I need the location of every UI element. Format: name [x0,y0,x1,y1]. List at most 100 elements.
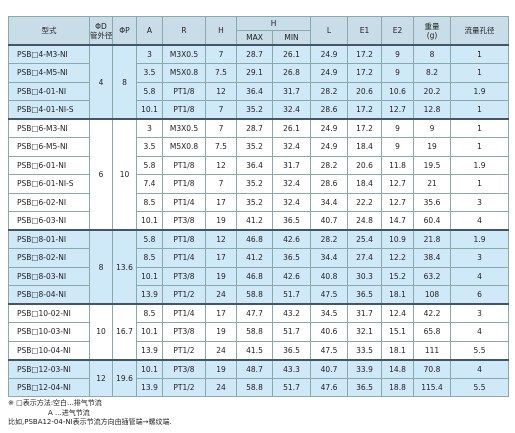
value-cell: 30.3 [347,266,383,286]
value-cell: 40.8 [310,266,349,286]
value-cell: 14.7 [381,211,415,231]
model-cell: PSB□6-M3-NI [8,118,90,138]
value-cell: 24.9 [310,44,349,64]
value-cell: 21 [413,174,452,194]
value-cell: 3 [136,118,163,138]
value-cell: 58.8 [236,285,273,305]
value-cell: 5.8 [136,81,163,101]
value-cell: 33.9 [347,358,383,379]
value-cell: 51.7 [271,322,312,342]
value-cell: 7.4 [136,174,163,194]
value-cell: 36.4 [236,155,273,175]
value-cell: 31.7 [271,155,312,175]
value-cell: 28.7 [236,118,273,138]
value-cell: 8.5 [136,192,163,212]
value-cell: 15.1 [381,322,415,342]
value-cell: 7 [205,174,237,194]
value-cell: 8.5 [136,303,163,323]
value-cell: 4 [450,322,510,342]
value-cell: 51.7 [271,285,312,305]
value-cell: 70.8 [413,358,452,379]
table-row: PSB□4-01-NI 5.8 PT1/8 12 36.4 31.7 28.2 20.6 10.… [8,81,510,101]
table-row: PSB□12-03-NI 12 19.6 10.1 PT3/8 19 48.7 43.3 40.… [8,358,510,397]
value-cell: 32.4 [271,174,312,194]
model-cell: PSB□12-04-NI [8,377,90,397]
value-cell: PT1/2 [162,377,206,397]
value-cell: 7.5 [205,63,237,83]
value-cell: 40.6 [310,322,349,342]
value-cell: 3 [136,44,163,64]
value-cell: 42.2 [413,303,452,323]
value-cell: 36.5 [271,211,312,231]
table-row: PSB□10-04-NI 13.9 PT1/2 24 41.5 36.5 47.5 33.5 1… [8,340,510,360]
value-cell: 17.2 [347,44,383,64]
value-cell: 58.8 [236,322,273,342]
value-cell: 19 [205,211,237,231]
notes: ※ □表示方法:空白...排气节流 A ...进气节流 比如,PSBA12-04-N… [8,399,172,428]
value-cell: 18.4 [347,174,383,194]
value-cell: 19 [205,322,237,342]
value-cell: PT3/8 [162,358,206,379]
value-cell: 19 [205,358,237,379]
value-cell: 46.8 [236,229,273,249]
value-cell: 35.2 [236,100,273,120]
value-cell: 6 [450,285,510,305]
value-cell: 10.6 [381,81,415,101]
value-cell: 40.7 [310,358,349,379]
value-cell: 32.4 [271,137,312,157]
value-cell: PT1/2 [162,285,206,305]
value-cell: 12.7 [381,192,415,212]
value-cell: 26.1 [271,118,312,138]
value-cell: 9 [381,118,415,138]
value-cell: 8.5 [136,248,163,268]
value-cell: 12.7 [381,174,415,194]
value-cell: 58.8 [236,377,273,397]
value-cell: 24.8 [347,211,383,231]
value-cell: 51.7 [271,377,312,397]
value-cell: 10.1 [136,211,163,231]
value-cell: 7 [205,100,237,120]
od-cell: 10 [89,303,113,360]
value-cell: 43.2 [271,303,312,323]
value-cell: 41.5 [236,340,273,360]
value-cell: PT1/4 [162,248,206,268]
table-row: PSB□8-01-NI 8 13.6 5.8 PT1/8 12 46.8 42.6 28.2 25… [8,229,510,305]
value-cell: 10.1 [136,266,163,286]
header-cell: 流量孔径 [450,16,510,46]
value-cell: 4 [450,211,510,231]
header-cell: E1 [347,16,383,46]
header-cell: 重量 (g) [413,16,452,46]
op-cell: 8 [112,44,137,120]
value-cell: 5.5 [450,340,510,360]
value-cell: M5X0.8 [162,137,206,157]
table-row: PSB□6-03-NI 10.1 PT3/8 19 41.2 36.5 40.7 24.8 14… [8,211,510,231]
value-cell: 47.7 [236,303,273,323]
value-cell: 28.2 [310,229,349,249]
value-cell: 8 [413,44,452,64]
value-cell: 1 [450,63,510,83]
value-cell: 12.2 [381,248,415,268]
table-row: PSB□8-03-NI 10.1 PT3/8 19 46.8 42.6 40.8 30.3 15… [8,266,510,286]
value-cell: 5.8 [136,229,163,249]
value-cell: 19 [413,137,452,157]
header-cell: 型式 [8,16,90,46]
value-cell: PT3/8 [162,211,206,231]
value-cell: 5.8 [136,155,163,175]
table-row: PSB□10-03-NI 10.1 PT3/8 19 58.8 51.7 40.6 32.1 1… [8,322,510,342]
value-cell: 47.6 [310,377,349,397]
header-cell: ΦP [112,16,137,46]
value-cell: 12.8 [413,100,452,120]
value-cell: PT1/8 [162,174,206,194]
header-cell: E2 [381,16,415,46]
value-cell: 36.5 [271,340,312,360]
table-row: PSB□6-02-NI 8.5 PT1/4 17 35.2 32.4 34.4 22.2 12.… [8,192,510,212]
value-cell: 1 [450,174,510,194]
table-row: PSB□6-01-NI 5.8 PT1/8 12 36.4 31.7 28.2 20.6 11.… [8,155,510,175]
value-cell: 10.1 [136,358,163,379]
value-cell: 41.2 [236,248,273,268]
value-cell: 9 [381,63,415,83]
model-cell: PSB□8-04-NI [8,285,90,305]
value-cell: PT3/8 [162,322,206,342]
model-cell: PSB□6-01-NI-S [8,174,90,194]
op-cell: 10 [112,118,137,231]
